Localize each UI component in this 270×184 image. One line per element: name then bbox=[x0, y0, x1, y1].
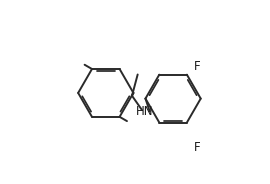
Text: F: F bbox=[194, 60, 201, 73]
Text: F: F bbox=[194, 141, 201, 154]
Text: HN: HN bbox=[136, 105, 154, 118]
